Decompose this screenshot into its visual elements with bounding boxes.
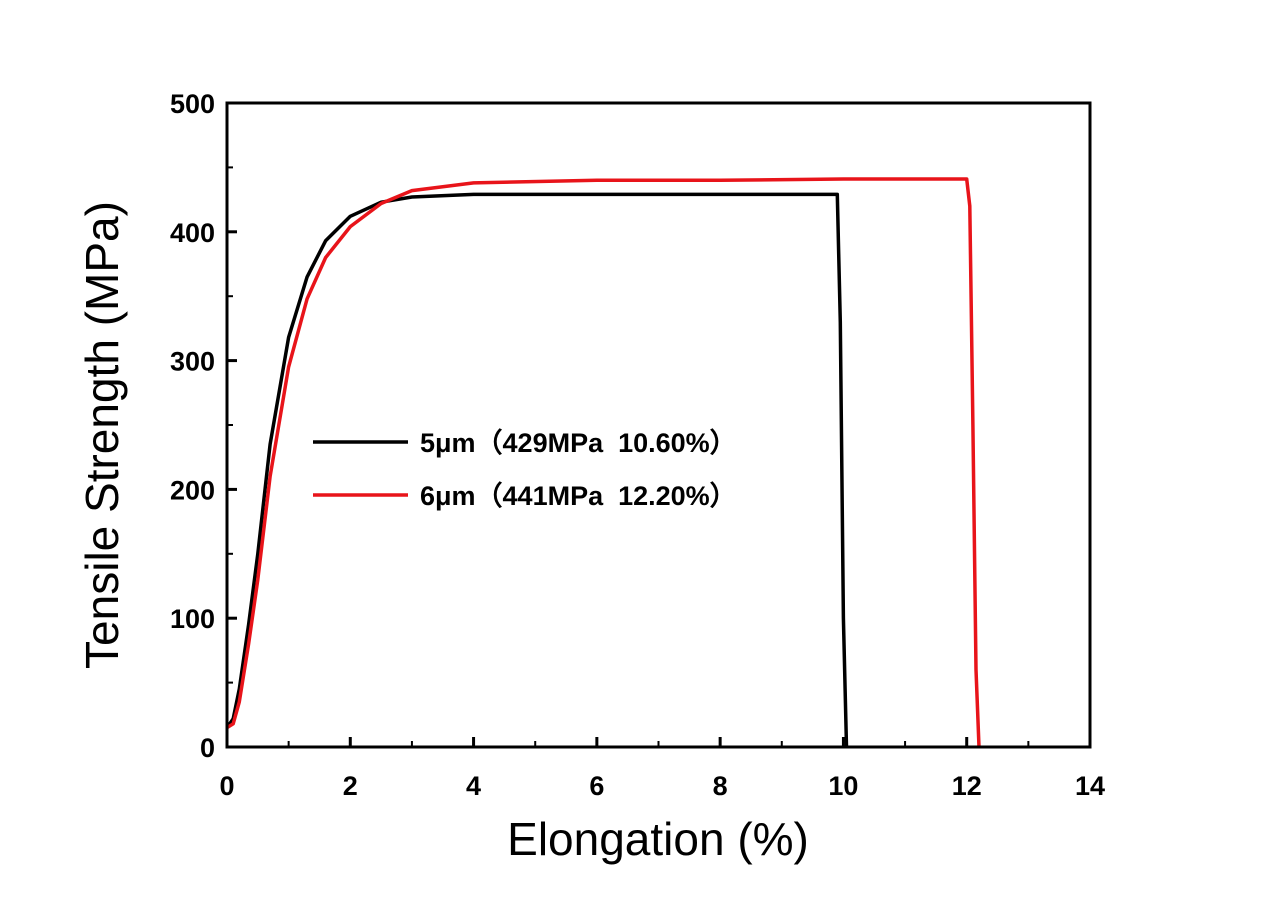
data-line (225, 192, 849, 748)
legend-label: 5μm（429MPa 10.60%） (420, 428, 737, 458)
data-line (226, 177, 981, 748)
x-tick-label: 4 (466, 771, 481, 801)
y-axis-label: Tensile Strength (MPa) (76, 201, 128, 669)
x-tick-label: 0 (219, 771, 234, 801)
x-tick-label: 6 (589, 771, 604, 801)
legend-label: 6μm（441MPa 12.20%） (420, 481, 737, 511)
y-tick-label: 500 (170, 89, 215, 119)
plot-frame (225, 101, 1092, 749)
y-tick-label: 400 (170, 218, 215, 248)
y-tick-label: 100 (170, 604, 215, 634)
y-tick-label: 200 (170, 475, 215, 505)
x-tick-label: 14 (1075, 771, 1105, 801)
x-axis-label: Elongation (%) (507, 813, 809, 865)
y-tick-label: 300 (170, 347, 215, 377)
x-tick-label: 12 (952, 771, 982, 801)
x-tick-label: 2 (343, 771, 358, 801)
x-tick-label: 8 (713, 771, 728, 801)
x-tick-label: 10 (828, 771, 858, 801)
y-tick-label: 0 (200, 733, 215, 763)
